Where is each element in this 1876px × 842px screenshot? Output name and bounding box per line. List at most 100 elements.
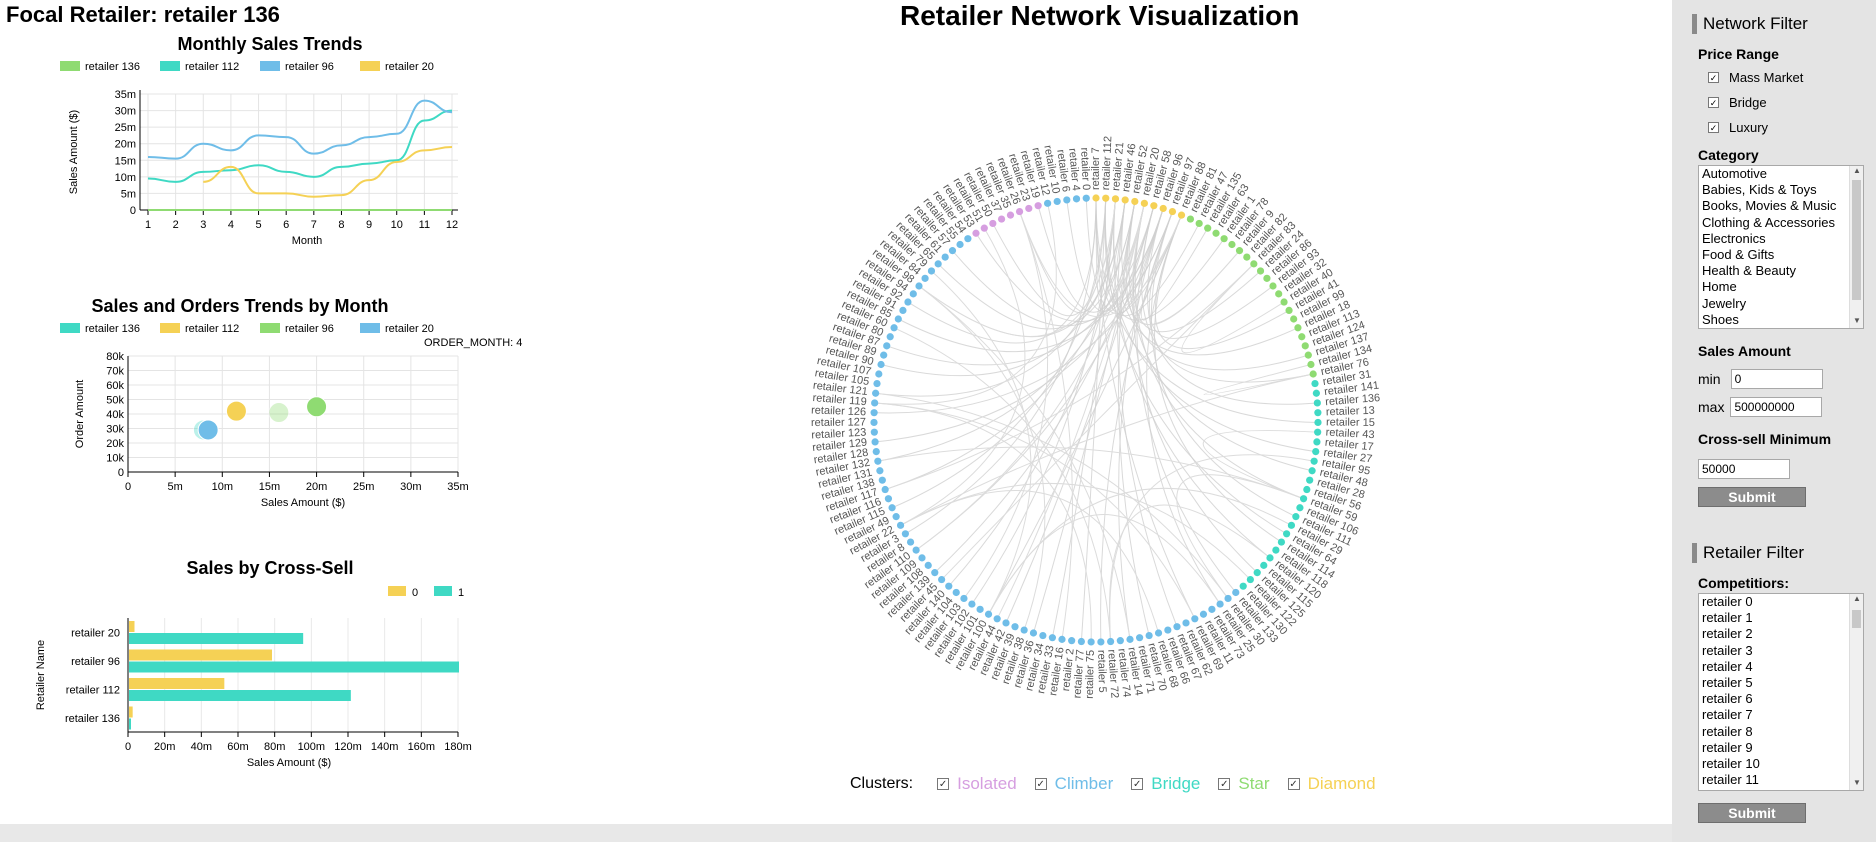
network-node xyxy=(1159,204,1167,213)
competitor-option[interactable]: retailer 9 xyxy=(1702,739,1753,755)
network-node xyxy=(1097,638,1105,646)
y-tick-label: retailer 96 xyxy=(71,656,120,668)
y-axis-label: Order Amount xyxy=(74,380,86,448)
min-sales-input[interactable] xyxy=(1730,369,1823,389)
competitor-option[interactable]: retailer 3 xyxy=(1702,642,1753,658)
network-node xyxy=(874,457,882,465)
category-scrollbar[interactable]: ▲ ▼ xyxy=(1849,166,1863,328)
category-option[interactable]: Health & Beauty xyxy=(1702,263,1796,279)
category-option[interactable]: Food & Gifts xyxy=(1702,246,1775,262)
checkbox[interactable]: ✓ xyxy=(1708,72,1719,83)
network-node xyxy=(1232,588,1240,597)
y-tick-label: 10k xyxy=(106,453,124,465)
competitor-option[interactable]: retailer 1 xyxy=(1702,610,1753,626)
network-submit-button[interactable]: Submit xyxy=(1698,487,1806,507)
competitor-option[interactable]: retailer 10 xyxy=(1702,755,1760,771)
network-node xyxy=(1303,485,1311,494)
network-node-label: retailer 72 xyxy=(1105,649,1120,699)
category-option[interactable]: Babies, Kids & Toys xyxy=(1702,182,1817,198)
network-edge xyxy=(915,203,1145,551)
max-label: max xyxy=(1698,399,1725,415)
competitor-option[interactable]: retailer 2 xyxy=(1702,626,1753,642)
network-node xyxy=(1082,194,1090,202)
retailer-submit-button[interactable]: Submit xyxy=(1698,803,1806,823)
checkbox[interactable]: ✓ xyxy=(1708,97,1719,108)
network-node-label: retailer 17 xyxy=(1324,437,1374,454)
category-listbox[interactable]: Automotive Babies, Kids & Toys Books, Movi… xyxy=(1698,165,1864,329)
network-node xyxy=(1314,428,1322,436)
network-node xyxy=(871,399,879,407)
x-tick-label: 140m xyxy=(371,741,399,753)
network-edge xyxy=(891,198,1107,509)
network-node xyxy=(1310,457,1318,465)
series-line-retailer-112 xyxy=(147,109,453,183)
bar-1 xyxy=(129,661,459,673)
max-sales-input[interactable] xyxy=(1730,397,1823,417)
network-node xyxy=(1034,202,1042,210)
network-node xyxy=(1186,215,1195,223)
network-node xyxy=(1275,290,1283,298)
competitor-option[interactable]: retailer 0 xyxy=(1702,594,1753,609)
price-option-luxury[interactable]: ✓ Luxury xyxy=(1708,120,1769,135)
network-edge xyxy=(963,211,1049,599)
scroll-up-icon[interactable]: ▲ xyxy=(1853,166,1861,175)
competitor-option[interactable]: retailer 4 xyxy=(1702,658,1753,674)
network-edge xyxy=(1109,504,1271,642)
network-node-label: retailer 136 xyxy=(1325,392,1381,408)
network-node xyxy=(875,370,883,378)
category-option[interactable]: Home xyxy=(1702,279,1737,295)
checkbox[interactable]: ✓ xyxy=(1708,122,1719,133)
cross-sell-input[interactable] xyxy=(1698,459,1790,479)
network-edge xyxy=(893,327,1112,642)
category-option[interactable]: Electronics xyxy=(1702,230,1766,246)
network-node xyxy=(884,495,893,503)
network-node xyxy=(1068,637,1076,645)
bar-0 xyxy=(129,621,135,632)
cluster-checkbox-diamond[interactable]: ✓ xyxy=(1287,778,1300,790)
competitors-scrollbar[interactable]: ▲ ▼ xyxy=(1849,594,1863,790)
price-option-mass-market[interactable]: ✓ Mass Market xyxy=(1708,70,1804,85)
network-node xyxy=(964,235,972,243)
network-node xyxy=(1246,575,1254,584)
category-option[interactable]: Automotive xyxy=(1702,166,1768,181)
category-option[interactable]: Clothing & Accessories xyxy=(1702,214,1835,230)
category-option[interactable]: Jewelry xyxy=(1702,295,1747,311)
cluster-checkbox-climber[interactable]: ✓ xyxy=(1034,778,1047,790)
network-node xyxy=(1263,274,1271,282)
competitor-option[interactable]: retailer 5 xyxy=(1702,674,1753,690)
competitor-option[interactable]: retailer 8 xyxy=(1702,723,1753,739)
scroll-down-icon[interactable]: ▼ xyxy=(1853,778,1861,787)
x-axis-label: Month xyxy=(292,235,323,247)
network-edge xyxy=(1154,214,1282,543)
network-node xyxy=(1313,399,1321,407)
competitor-option[interactable]: retailer 7 xyxy=(1702,707,1753,723)
scroll-down-icon[interactable]: ▼ xyxy=(1853,316,1861,325)
network-node-label: retailer 112 xyxy=(1100,136,1114,191)
cluster-checkbox-star[interactable]: ✓ xyxy=(1218,778,1231,790)
category-option[interactable]: Shoes xyxy=(1702,311,1739,327)
scroll-up-icon[interactable]: ▲ xyxy=(1853,594,1861,603)
network-edge xyxy=(1113,198,1271,559)
category-option[interactable]: Books, Movies & Music xyxy=(1702,198,1837,214)
scroll-thumb[interactable] xyxy=(1852,180,1861,300)
network-node-label: retailer 0 xyxy=(1078,147,1092,190)
network-node xyxy=(915,282,923,290)
cluster-checkbox-bridge[interactable]: ✓ xyxy=(1131,778,1144,790)
network-node-label: retailer 4 xyxy=(1066,148,1082,192)
bar-0 xyxy=(129,649,272,661)
legend-label: retailer 112 xyxy=(185,323,239,335)
cross-sell-title: Sales by Cross-Sell xyxy=(186,558,354,578)
competitors-listbox[interactable]: retailer 0 retailer 1 retailer 2 retailer 3… xyxy=(1698,593,1864,791)
competitor-option[interactable]: retailer 6 xyxy=(1702,691,1753,707)
x-tick-label: 3 xyxy=(200,219,206,231)
network-edge xyxy=(900,373,1314,526)
scroll-thumb[interactable] xyxy=(1852,610,1861,628)
cluster-checkbox-isolated[interactable]: ✓ xyxy=(937,778,950,790)
network-node xyxy=(924,561,932,569)
legend-label: retailer 96 xyxy=(285,323,334,335)
y-tick-label: 25m xyxy=(115,122,136,134)
network-node xyxy=(921,274,929,282)
price-option-bridge[interactable]: ✓ Bridge xyxy=(1708,95,1767,110)
competitor-option[interactable]: retailer 11 xyxy=(1702,772,1759,788)
